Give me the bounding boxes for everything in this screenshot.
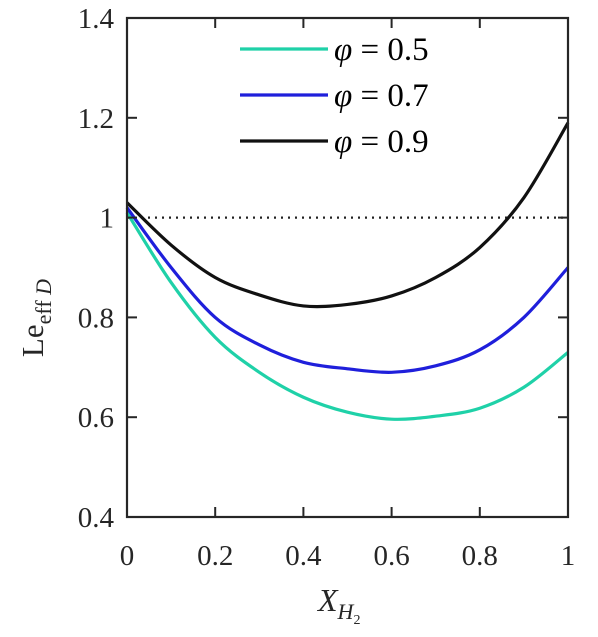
y-tick-label: 0.4 (78, 502, 115, 534)
x-tick-label: 1 (561, 540, 576, 572)
y-tick-label: 1.4 (78, 3, 115, 35)
series-line-1 (125, 211, 569, 421)
y-tick-label: 0.8 (78, 302, 114, 334)
series-line-3 (125, 121, 570, 309)
x-tick-label: 0.2 (197, 540, 233, 572)
series-line-2 (125, 206, 570, 374)
x-tick-label: 0 (120, 540, 135, 572)
legend-label-1: φ = 0.5 (334, 32, 429, 68)
y-tick-label: 0.6 (78, 402, 114, 434)
axes-frame (125, 16, 570, 519)
legend-label-2: φ = 0.7 (334, 78, 429, 114)
y-tick-label: 1 (100, 203, 115, 235)
legend: φ = 0.5 φ = 0.7 φ = 0.9 (240, 32, 429, 160)
x-tick-label: 0.4 (285, 540, 322, 572)
legend-label-3: φ = 0.9 (334, 124, 429, 160)
x-tick-label: 0.6 (373, 540, 409, 572)
x-tick-label: 0.8 (462, 540, 498, 572)
y-tick-label: 1.2 (78, 103, 114, 135)
y-axis-title: Leeff D (15, 279, 56, 357)
axes: 0 0.2 0.4 0.6 0.8 1 0.4 0.6 0.8 1 1.2 1.4 (78, 3, 576, 572)
x-axis-title: XH2 (316, 582, 360, 628)
plot-area (125, 121, 570, 421)
